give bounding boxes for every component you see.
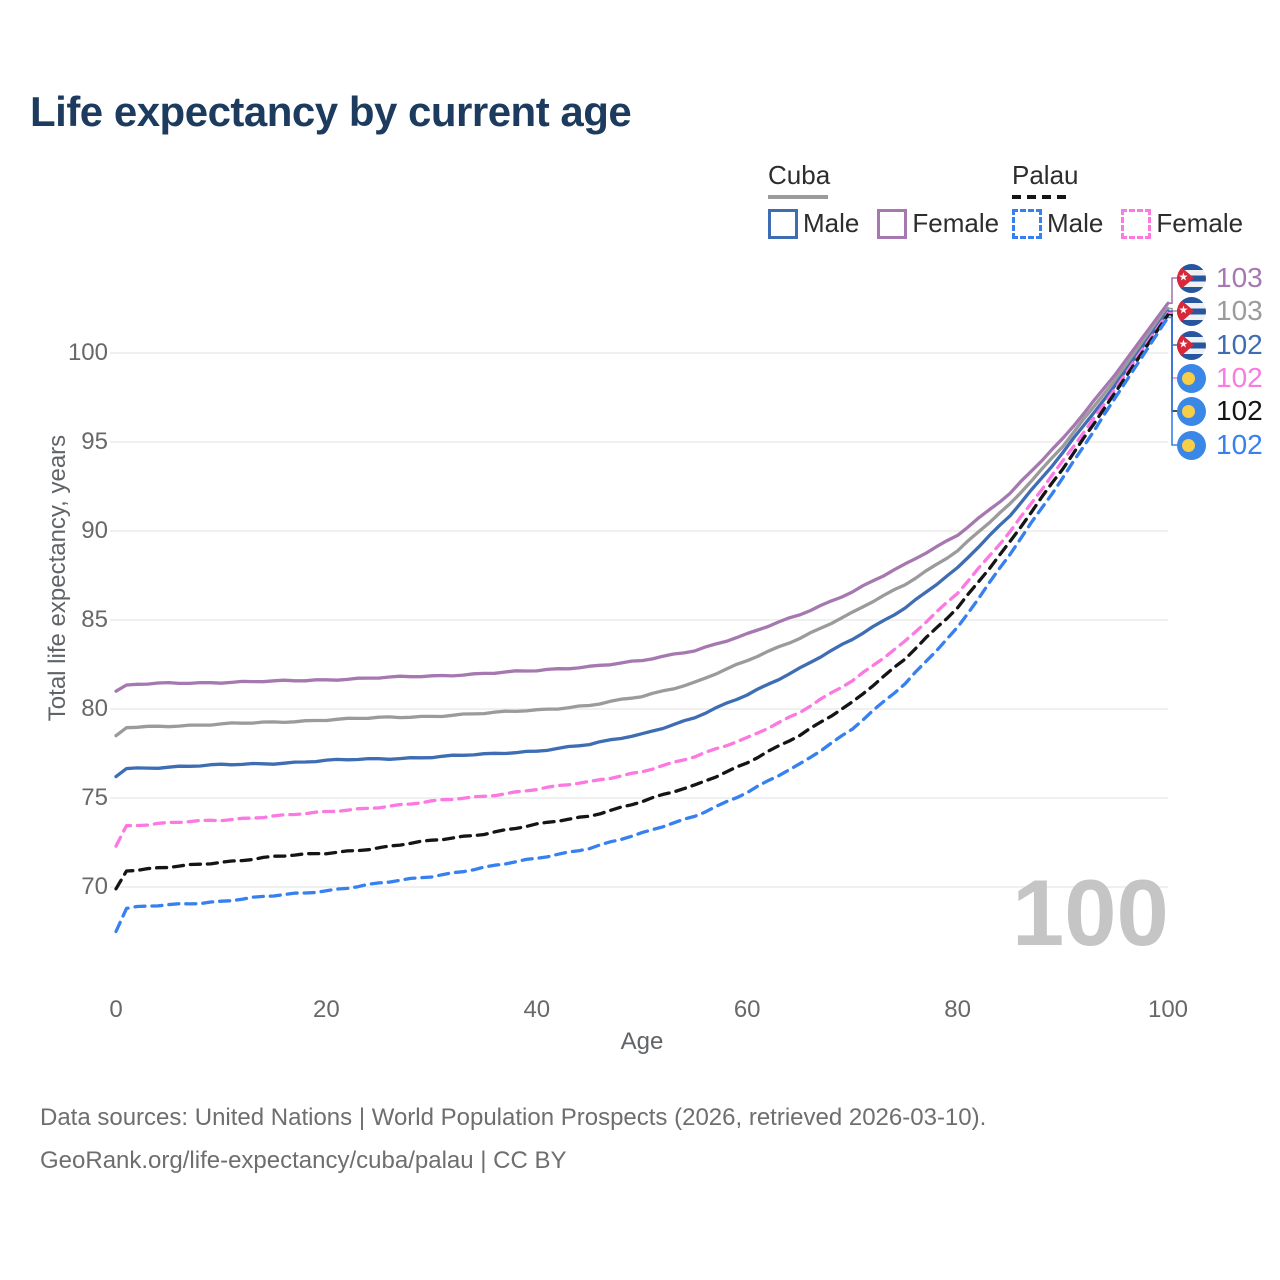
series-end-annotation-palau-male: 102 — [1177, 430, 1263, 460]
y-axis-title: Total life expectancy, years — [44, 434, 71, 722]
legend-item-cuba-female[interactable]: Female — [877, 208, 999, 239]
series-end-annotation-cuba-female: 103 — [1177, 263, 1263, 293]
palau-flag-icon — [1177, 363, 1206, 393]
x-tick-100: 100 — [1147, 996, 1189, 1023]
x-tick-20: 20 — [313, 996, 340, 1023]
legend-item-cuba-male-label: Male — [803, 208, 860, 238]
palau-dashed-line-swatch — [1012, 195, 1070, 199]
palau-female-swatch — [1121, 208, 1152, 239]
y-tick-70: 70 — [81, 873, 108, 900]
legend-country-cuba-label: Cuba — [768, 160, 831, 190]
series-end-value: 103 — [1216, 295, 1263, 326]
y-tick-75: 75 — [81, 784, 108, 811]
cuba-female-swatch — [877, 208, 908, 239]
x-axis-title: Age — [620, 1028, 664, 1055]
footer-data-sources: Data sources: United Nations | World Pop… — [40, 1104, 987, 1131]
series-line-cuba-both-sexes[interactable] — [114, 306, 1170, 738]
age-counter-watermark: 100 — [1012, 860, 1169, 965]
legend-item-cuba-female-label: Female — [912, 208, 1000, 238]
legend-item-palau-male[interactable]: Male — [1012, 208, 1103, 239]
series-line-palau-female[interactable] — [114, 311, 1170, 848]
legend-country-palau-label: Palau — [1012, 160, 1079, 190]
y-tick-100: 100 — [67, 339, 108, 366]
series-line-palau-male[interactable] — [114, 315, 1170, 934]
series-end-value: 102 — [1216, 429, 1263, 460]
cuba-flag-icon — [1177, 330, 1206, 360]
series-end-value: 103 — [1216, 262, 1263, 293]
palau-flag-icon — [1177, 430, 1206, 460]
legend-item-cuba-male[interactable]: Male — [768, 208, 859, 239]
x-tick-60: 60 — [733, 996, 761, 1023]
footer-attribution: GeoRank.org/life-expectancy/cuba/palau |… — [40, 1147, 567, 1174]
series-line-cuba-female[interactable] — [114, 301, 1170, 693]
cuba-flag-icon — [1177, 263, 1206, 293]
y-tick-90: 90 — [81, 517, 108, 544]
x-tick-0: 0 — [109, 996, 123, 1023]
legend-item-palau-female[interactable]: Female — [1121, 208, 1243, 239]
legend-country-palau: Palau — [1012, 160, 1243, 199]
legend-group-palau: Palau Male Female — [1012, 160, 1243, 239]
page-title: Life expectancy by current age — [30, 88, 632, 135]
x-tick-80: 80 — [944, 996, 971, 1023]
connector-line-palau-male — [1168, 316, 1178, 446]
connector-line-cuba-female — [1168, 277, 1178, 304]
palau-flag-icon — [1177, 396, 1206, 426]
legend-group-cuba: Cuba Male Female — [768, 160, 999, 239]
series-end-value: 102 — [1216, 329, 1263, 360]
series-line-cuba-male[interactable] — [114, 309, 1170, 779]
series-end-annotation-cuba-male: 102 — [1177, 330, 1263, 360]
series-end-value: 102 — [1216, 395, 1263, 426]
series-end-annotation-palau-both-sexes: 102 — [1177, 396, 1263, 426]
y-tick-95: 95 — [81, 428, 108, 455]
legend-items-cuba: Male Female — [768, 208, 999, 239]
legend-item-palau-male-label: Male — [1047, 208, 1104, 238]
legend-items-palau: Male Female — [1012, 208, 1243, 239]
y-tick-80: 80 — [81, 695, 108, 722]
x-tick-40: 40 — [523, 996, 551, 1023]
y-tick-85: 85 — [81, 606, 108, 633]
legend-country-cuba: Cuba — [768, 160, 999, 199]
legend-item-palau-female-label: Female — [1156, 208, 1244, 238]
cuba-solid-line-swatch — [768, 195, 828, 199]
cuba-male-swatch — [768, 208, 798, 239]
palau-male-swatch — [1012, 208, 1042, 239]
series-line-palau-both-sexes[interactable] — [114, 313, 1170, 891]
series-end-annotation-palau-female: 102 — [1177, 363, 1263, 393]
cuba-flag-icon — [1177, 296, 1206, 326]
series-end-annotation-cuba-both-sexes: 103 — [1177, 296, 1263, 326]
series-end-value: 102 — [1216, 362, 1263, 393]
connector-line-cuba-both-sexes — [1168, 307, 1178, 312]
